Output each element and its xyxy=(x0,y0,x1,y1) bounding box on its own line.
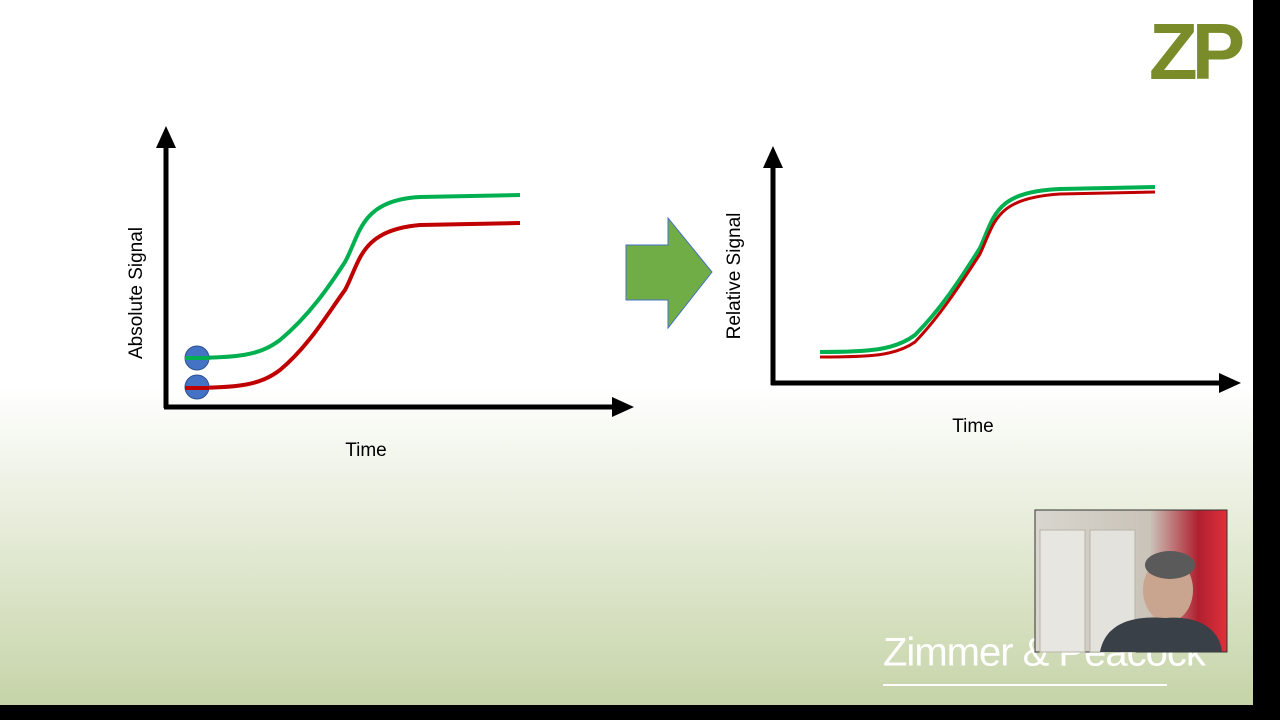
transform-arrow xyxy=(625,216,713,330)
y-axis-label: Absolute Signal xyxy=(126,227,147,359)
person-hair xyxy=(1145,551,1195,579)
person-body xyxy=(1100,617,1222,652)
axis-arrow xyxy=(1219,373,1241,393)
axis-arrow xyxy=(763,146,783,168)
axis-arrow xyxy=(156,126,176,148)
webcam-video xyxy=(1034,509,1228,653)
red-curve xyxy=(819,190,1156,359)
right-diagram: Relative Signal Time xyxy=(724,146,1241,437)
frame-edge xyxy=(1253,0,1280,720)
frame-edge xyxy=(0,705,1280,720)
y-axis-label: Relative Signal xyxy=(724,213,745,340)
x-axis-label: Time xyxy=(345,440,387,461)
green-curve xyxy=(184,193,521,360)
green-curve xyxy=(819,185,1156,354)
logo: ZP xyxy=(1149,7,1243,96)
x-axis-label: Time xyxy=(952,416,994,437)
left-diagram: Absolute Signal Time xyxy=(126,126,634,461)
red-curve xyxy=(184,221,521,390)
door xyxy=(1039,529,1086,653)
axis-arrow xyxy=(612,397,634,417)
